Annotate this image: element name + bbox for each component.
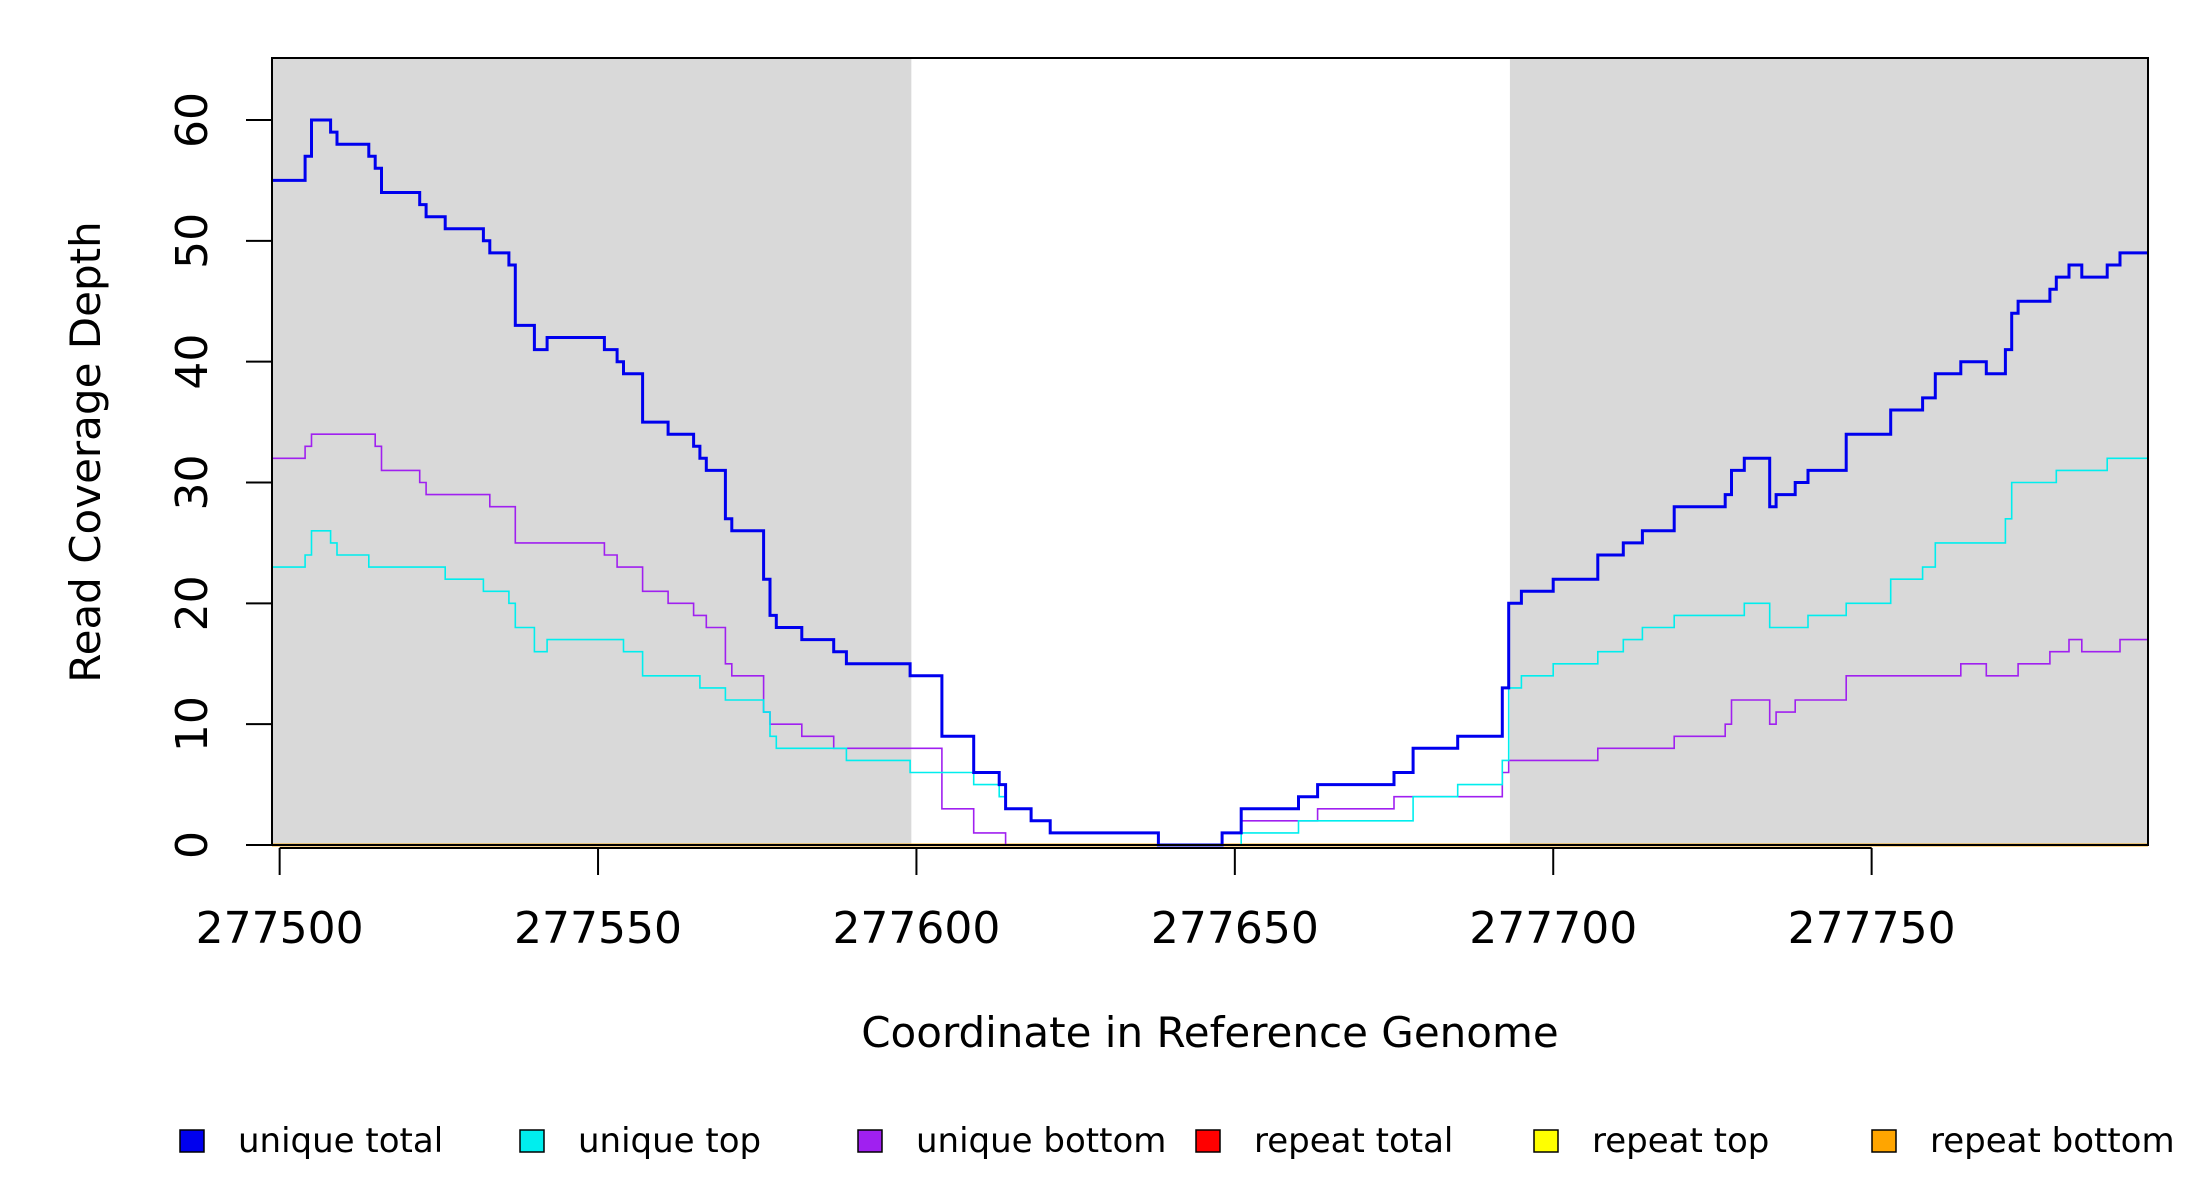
legend-label: unique top — [578, 1121, 761, 1161]
legend-label: repeat bottom — [1930, 1121, 2175, 1161]
y-tick-label: 0 — [167, 831, 218, 859]
series-line-unique-total — [272, 118, 2148, 847]
legend-swatch — [179, 1129, 205, 1153]
legend-swatch — [519, 1129, 545, 1153]
legend-label: unique total — [238, 1121, 443, 1161]
y-tick-label: 30 — [167, 455, 218, 511]
shaded-region — [1509, 58, 2148, 845]
legend: unique total unique top unique bottom repea… — [179, 1121, 2175, 1161]
x-tick-label: 277750 — [1788, 903, 1956, 954]
x-tick-label: 277600 — [832, 903, 1000, 954]
y-tick-label: 50 — [167, 213, 218, 269]
legend-label: repeat total — [1254, 1121, 1453, 1161]
y-axis: 0 10 20 30 40 50 60 — [167, 92, 273, 859]
x-tick-label: 277650 — [1151, 903, 1319, 954]
x-tick-label: 277550 — [514, 903, 682, 954]
series-line-unique-bottom — [272, 433, 2148, 846]
x-tick-label: 277700 — [1469, 903, 1637, 954]
legend-swatch — [1871, 1129, 1897, 1153]
y-tick-label: 60 — [167, 92, 218, 148]
legend-swatch — [1195, 1129, 1221, 1153]
shaded-regions — [272, 58, 2148, 845]
shaded-region — [272, 58, 912, 845]
legend-swatch — [857, 1129, 883, 1153]
x-axis-label: Coordinate in Reference Genome — [861, 1008, 1559, 1057]
legend-swatch — [1533, 1129, 1559, 1153]
legend-label: unique bottom — [916, 1121, 1166, 1161]
y-tick-label: 10 — [167, 696, 218, 752]
y-tick-label: 40 — [167, 334, 218, 390]
y-axis-label: Read Coverage Depth — [61, 221, 110, 682]
legend-label: repeat top — [1592, 1121, 1769, 1161]
y-tick-label: 20 — [167, 575, 218, 631]
x-axis: 277500 277550 277600 277650 277700 277750 — [196, 847, 1956, 954]
x-tick-label: 277500 — [196, 903, 364, 954]
